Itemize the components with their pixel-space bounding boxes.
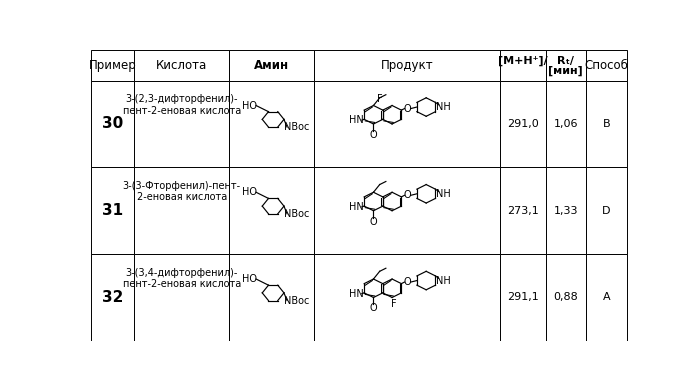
Text: O: O	[370, 130, 377, 140]
Text: 1,33: 1,33	[554, 206, 578, 216]
Text: O: O	[404, 103, 412, 114]
Bar	[314, 167, 500, 254]
Text: Кислота: Кислота	[156, 59, 207, 72]
Text: 31: 31	[102, 203, 123, 218]
Bar	[500, 254, 545, 341]
Text: 1,06: 1,06	[554, 119, 578, 129]
Bar	[90, 167, 134, 254]
Text: O: O	[370, 216, 377, 226]
Bar	[134, 50, 230, 80]
Bar	[314, 80, 500, 167]
Bar	[230, 167, 314, 254]
Text: NH: NH	[436, 189, 451, 199]
Bar	[586, 167, 627, 254]
Text: HN: HN	[349, 115, 364, 125]
Text: 291,0: 291,0	[507, 119, 538, 129]
Text: Продукт: Продукт	[381, 59, 433, 72]
Bar	[90, 50, 134, 80]
Bar	[230, 80, 314, 167]
Text: 291,1: 291,1	[507, 293, 538, 303]
Bar	[134, 80, 230, 167]
Bar	[500, 50, 545, 80]
Text: HO: HO	[241, 187, 257, 197]
Text: [M+H⁺]/: [M+H⁺]/	[498, 56, 547, 66]
Text: 32: 32	[102, 290, 123, 305]
Bar	[500, 80, 545, 167]
Text: O: O	[404, 190, 412, 200]
Bar	[545, 80, 586, 167]
Text: 3-(2,3-дифторфенил)-
пент-2-еновая кислота: 3-(2,3-дифторфенил)- пент-2-еновая кисло…	[122, 94, 241, 116]
Bar	[314, 50, 500, 80]
Text: D: D	[602, 206, 610, 216]
Text: 273,1: 273,1	[507, 206, 538, 216]
Text: 3-(3-Фторфенил)-пент-
2-еновая кислота: 3-(3-Фторфенил)-пент- 2-еновая кислота	[122, 181, 241, 203]
Text: Пример: Пример	[88, 59, 136, 72]
Bar	[545, 254, 586, 341]
Text: 3-(3,4-дифторфенил)-
пент-2-еновая кислота: 3-(3,4-дифторфенил)- пент-2-еновая кисло…	[122, 268, 241, 289]
Text: Способ: Способ	[584, 59, 629, 72]
Bar	[230, 254, 314, 341]
Bar	[134, 254, 230, 341]
Text: F: F	[377, 93, 382, 103]
Text: O: O	[404, 277, 412, 287]
Text: 0,88: 0,88	[553, 293, 578, 303]
Text: NH: NH	[436, 275, 451, 286]
Text: 30: 30	[102, 116, 123, 131]
Bar	[545, 50, 586, 80]
Bar	[500, 167, 545, 254]
Bar	[586, 50, 627, 80]
Text: [мин]: [мин]	[548, 65, 583, 76]
Bar	[230, 50, 314, 80]
Text: NBoc: NBoc	[284, 209, 310, 219]
Text: Rₜ/: Rₜ/	[557, 56, 574, 65]
Bar	[586, 80, 627, 167]
Text: B: B	[603, 119, 610, 129]
Text: NBoc: NBoc	[284, 122, 310, 132]
Text: HO: HO	[241, 100, 257, 111]
Text: NBoc: NBoc	[284, 296, 310, 306]
Text: HN: HN	[349, 202, 364, 212]
Text: A: A	[603, 293, 610, 303]
Text: NH: NH	[436, 102, 451, 112]
Text: HN: HN	[349, 289, 364, 299]
Bar	[545, 167, 586, 254]
Text: HO: HO	[241, 274, 257, 284]
Text: Амин: Амин	[254, 59, 289, 72]
Bar	[314, 254, 500, 341]
Bar	[134, 167, 230, 254]
Bar	[586, 254, 627, 341]
Bar	[90, 80, 134, 167]
Text: O: O	[370, 303, 377, 313]
Text: F: F	[391, 300, 396, 309]
Bar	[90, 254, 134, 341]
